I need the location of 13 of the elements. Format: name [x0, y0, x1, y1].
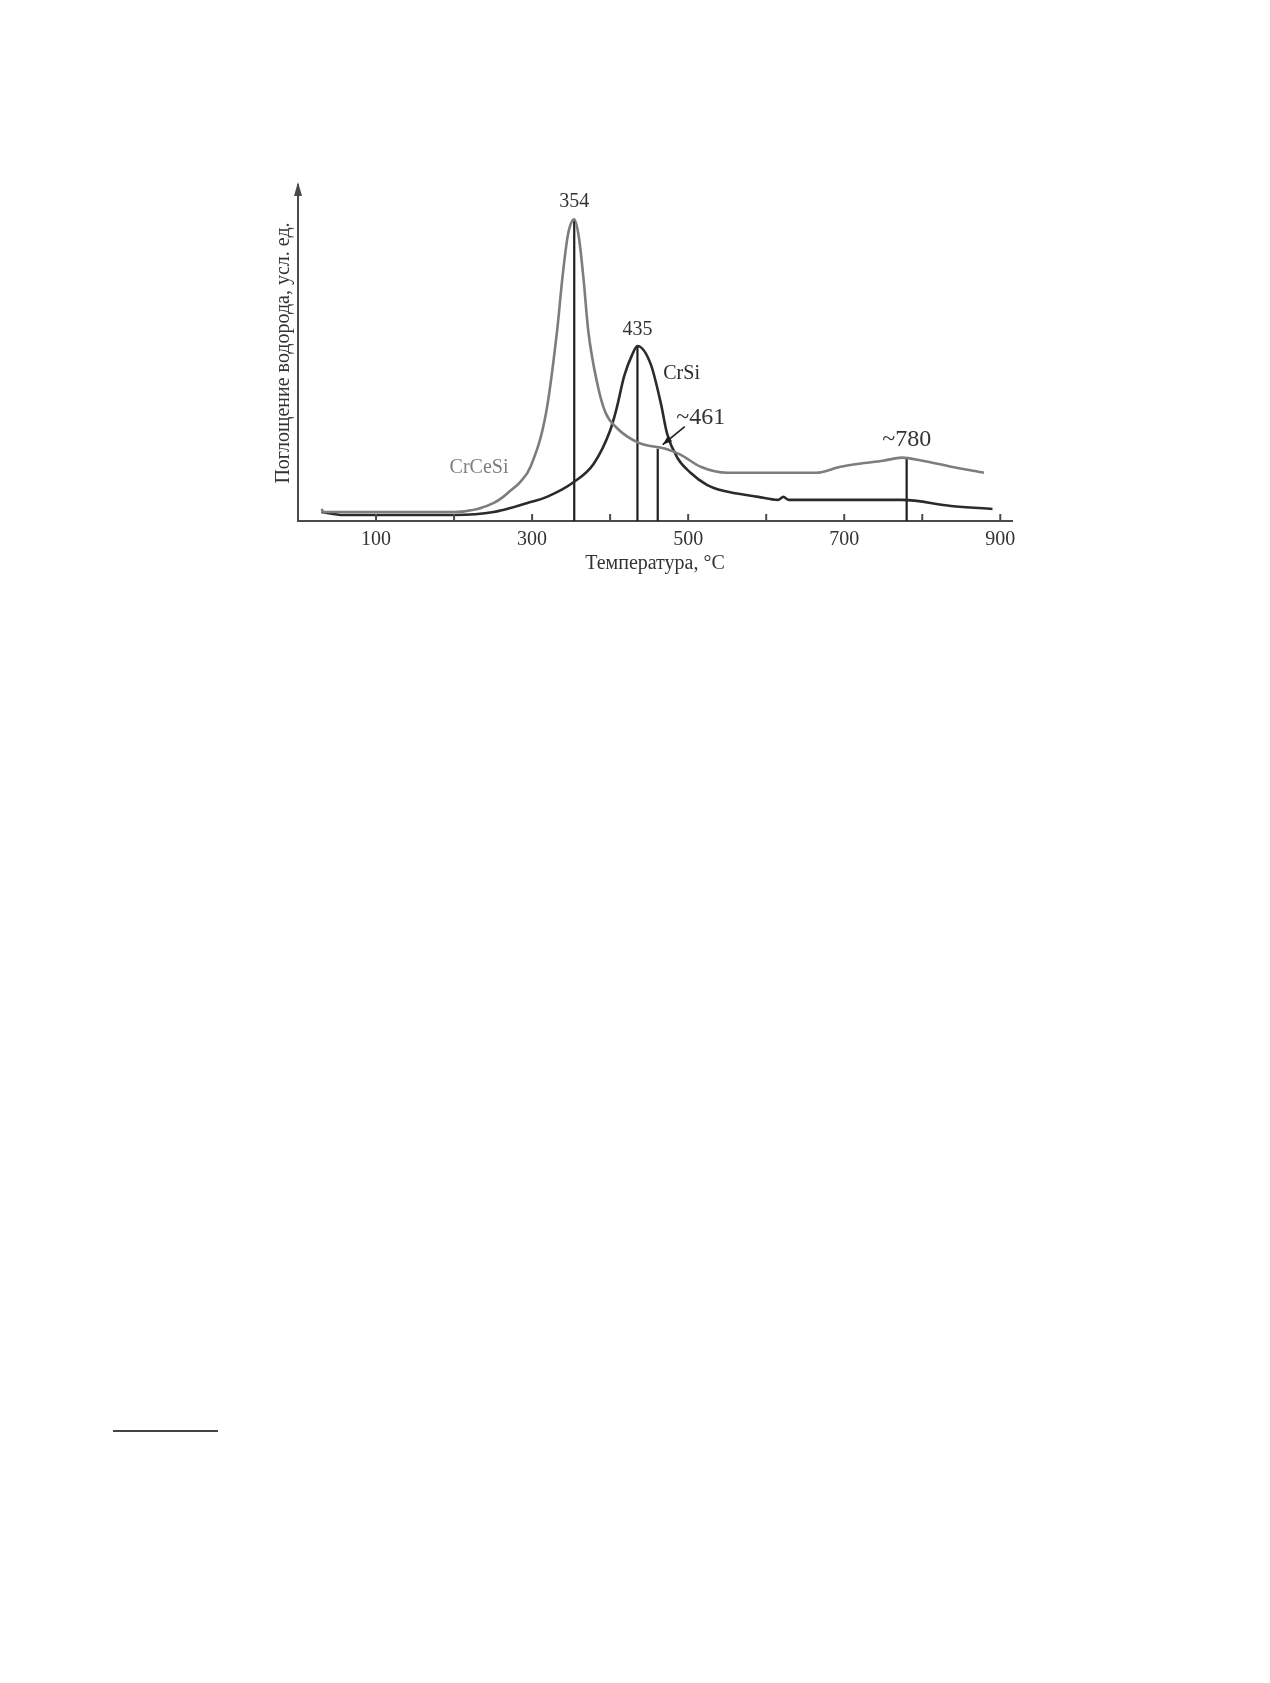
- annotation: ~780: [882, 424, 932, 451]
- x-tick-label: 700: [829, 527, 860, 550]
- x-tick-label: 900: [985, 527, 1016, 550]
- annotation: ~461: [676, 402, 726, 429]
- x-tick-label: 300: [517, 527, 548, 550]
- series-label: CrCeSi: [449, 455, 509, 478]
- x-tick-label: 100: [361, 527, 392, 550]
- y-axis-title: Поглощение водорода, усл. ед.: [271, 222, 295, 484]
- annotation: 354: [559, 188, 590, 211]
- series-label: CrSi: [663, 361, 701, 384]
- x-tick-label: 500: [673, 527, 704, 550]
- annotation: 435: [622, 317, 653, 340]
- x-axis-title: Температура, °C: [585, 551, 725, 575]
